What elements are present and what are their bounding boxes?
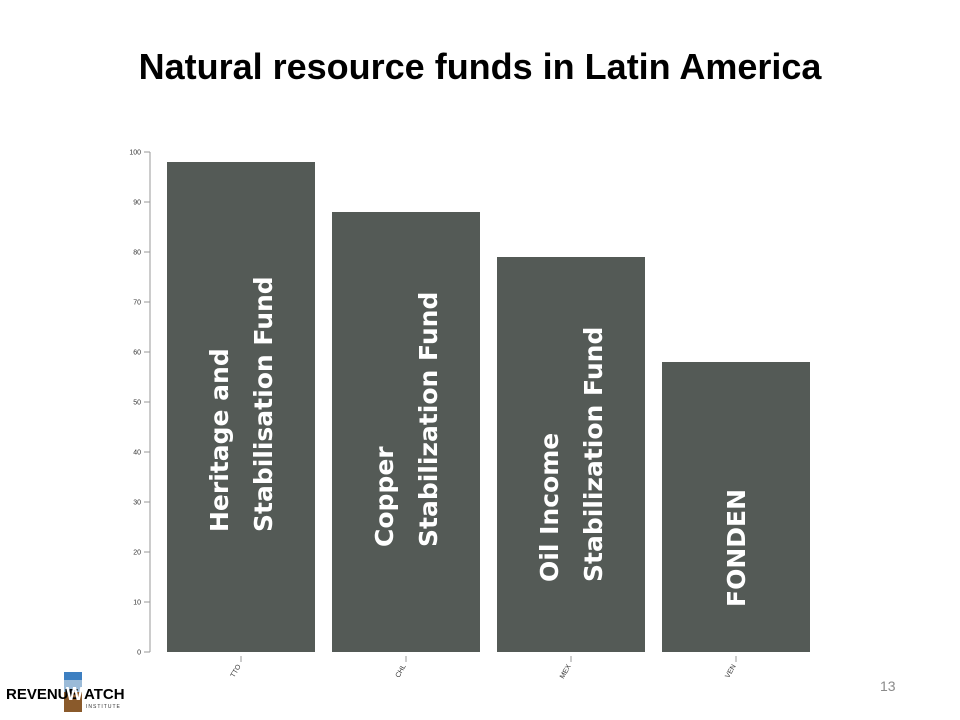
page-number: 13 <box>880 678 896 694</box>
y-tick-label: 30 <box>133 500 141 507</box>
y-tick-label: 0 <box>137 650 141 657</box>
x-tick-label: VEN <box>724 664 737 680</box>
bar-tto <box>167 162 315 652</box>
logo-text-watch: ATCH <box>84 686 125 703</box>
x-tick-label: MEX <box>559 663 573 680</box>
bar-label-tto-line2: Stabilisation Fund <box>249 276 278 532</box>
x-axis-ticks: TTO CHL MEX VEN <box>230 656 738 680</box>
y-axis-ticks: 0 10 20 30 40 50 60 70 80 90 100 <box>129 150 150 657</box>
logo-w-mark: W <box>66 684 83 704</box>
bar-label-ven-line1: FONDEN <box>722 489 751 607</box>
bar-mex <box>497 257 645 652</box>
x-tick-label: CHL <box>395 663 408 679</box>
bars-group: Heritage and Stabilisation Fund Copper Stab… <box>167 162 810 652</box>
y-tick-label: 50 <box>133 400 141 407</box>
bar-label-tto-line1: Heritage and <box>205 348 234 532</box>
bar-label-mex-line1: Oil Income <box>535 433 564 582</box>
y-tick-label: 80 <box>133 250 141 257</box>
bar-label-chl-line1: Copper <box>370 446 399 547</box>
y-tick-label: 20 <box>133 550 141 557</box>
y-tick-label: 40 <box>133 450 141 457</box>
bar-chl <box>332 212 480 652</box>
y-tick-label: 70 <box>133 300 141 307</box>
y-tick-label: 100 <box>129 150 141 157</box>
y-tick-label: 10 <box>133 600 141 607</box>
logo-subtext: INSTITUTE <box>86 704 121 710</box>
bar-ven <box>662 362 810 652</box>
bar-label-chl-line2: Stabilization Fund <box>414 292 443 547</box>
y-tick-label: 90 <box>133 200 141 207</box>
x-tick-label: TTO <box>230 663 243 679</box>
revenue-watch-logo: REVENUE W ATCH INSTITUTE <box>6 670 126 715</box>
bar-label-mex-line2: Stabilization Fund <box>579 327 608 582</box>
logo-text-revenue: REVENUE <box>6 686 79 703</box>
page-title: Natural resource funds in Latin America <box>138 46 822 87</box>
y-tick-label: 60 <box>133 350 141 357</box>
